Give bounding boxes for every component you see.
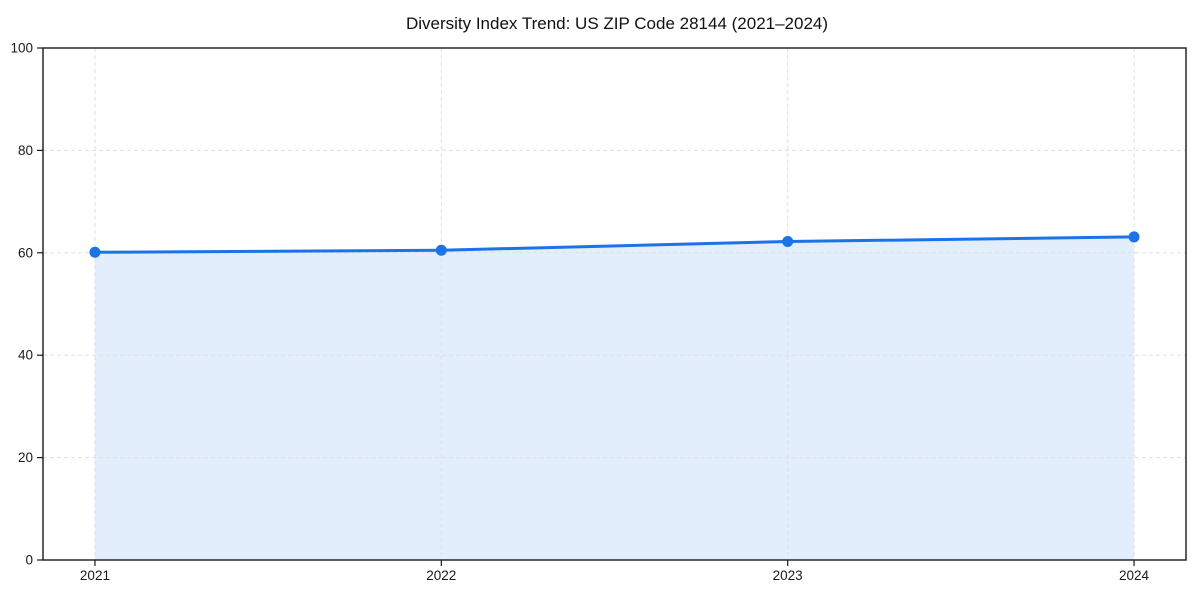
data-point-2023 [782,236,794,248]
x-axis-tick-label: 2021 [80,568,110,583]
data-point-2021 [89,246,101,258]
y-axis-tick-label: 20 [18,450,33,465]
data-point-2024 [1128,231,1140,243]
x-axis-tick-label: 2023 [773,568,803,583]
y-axis-tick-label: 100 [10,41,33,56]
y-axis-tick-label: 60 [18,245,33,260]
y-axis-tick-label: 0 [25,553,33,568]
y-axis-tick-label: 80 [18,143,33,158]
trend-line [93,235,1136,254]
data-point-2022 [435,244,447,256]
x-axis-tick-label: 2024 [1119,568,1150,583]
chart-title: Diversity Index Trend: US ZIP Code 28144… [406,14,828,33]
area-fill [94,236,1135,561]
axes-border [42,47,1187,561]
x-axis-tick-label: 2022 [426,568,456,583]
y-axis-tick-label: 40 [18,348,33,363]
plot-group: 0 20 40 60 80 100 2021 2022 2023 2024 [10,41,1187,583]
